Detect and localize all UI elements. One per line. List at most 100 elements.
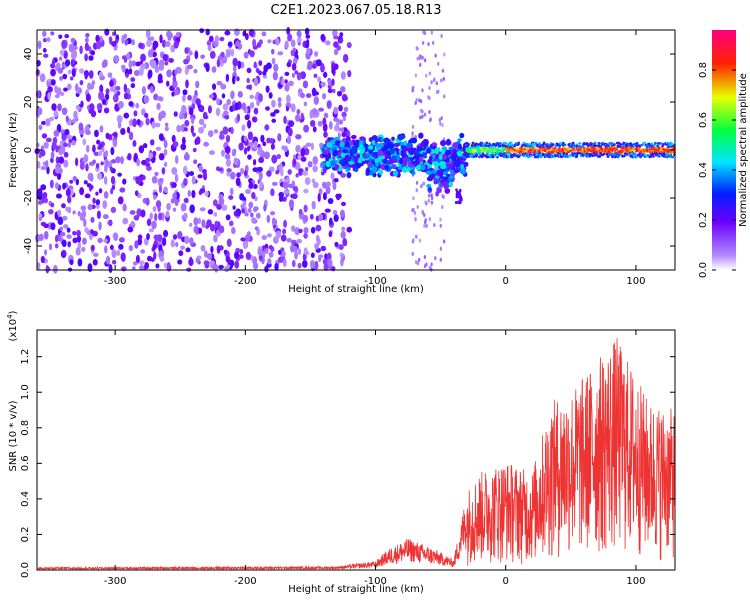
spectrogram-cell — [396, 168, 403, 173]
spectrogram-cell — [173, 111, 178, 117]
spectrogram-cell — [92, 259, 98, 266]
spectrogram-cell — [57, 216, 64, 226]
spectrogram-cell — [146, 233, 150, 241]
spectrogram-cell — [280, 167, 284, 177]
spectrogram-cell — [439, 121, 442, 126]
spectrogram-cell — [59, 76, 64, 81]
spectrogram-cell — [98, 143, 103, 150]
spectrogram-cell — [244, 212, 249, 217]
spectrogram-cell — [161, 39, 167, 48]
spectrogram-cell — [559, 141, 562, 145]
spectrogram-cell — [433, 178, 438, 184]
spectrogram-cell — [293, 245, 298, 252]
spectrogram-cell — [161, 167, 166, 175]
spectrogram-cell — [146, 165, 152, 171]
spectrogram-cell — [93, 151, 100, 156]
spectrogram-cell — [470, 144, 474, 147]
spectrogram-cell — [72, 210, 76, 215]
spectrogram-cell — [245, 188, 252, 195]
spectrogram-cell — [195, 136, 201, 145]
spectrogram-cell — [241, 102, 247, 111]
spectrogram-cell — [258, 171, 263, 181]
spectrogram-cell — [39, 149, 46, 157]
spectrogram-cell — [296, 238, 302, 244]
spectrogram-cell — [334, 241, 339, 247]
spectrogram-cell — [261, 251, 266, 259]
spectrogram-cell — [110, 175, 116, 185]
spectrogram-cell — [414, 260, 418, 265]
spectrogram-cell — [533, 147, 537, 150]
spectrogram-cell — [184, 47, 189, 55]
spectrogram-cell — [42, 192, 48, 199]
spectrogram-cell — [386, 143, 394, 149]
spectrogram-cell — [288, 199, 295, 209]
spectrogram-cell — [127, 226, 134, 233]
spectrogram-cell — [378, 169, 384, 175]
spectrogram-cell — [130, 83, 136, 89]
spectrogram-cells — [34, 26, 676, 274]
spectrogram-cell — [92, 197, 96, 204]
spectrogram-cell — [140, 63, 147, 70]
spectrogram-cell — [158, 133, 164, 141]
spectrogram-cell — [227, 41, 233, 47]
spectrogram-cell — [64, 33, 70, 39]
spectrogram-cell — [74, 157, 79, 167]
spectrogram-cell — [258, 70, 263, 76]
snr-y-multiplier-exp: 4 — [6, 314, 14, 319]
spectrogram-cell — [377, 150, 384, 157]
spectrogram-cell — [112, 95, 117, 101]
spectrogram-cell — [412, 238, 415, 243]
spectrogram-cell — [261, 31, 267, 37]
spectrogram-cell — [411, 131, 414, 136]
spectrogram-cell — [302, 80, 309, 89]
spectrogram-cell — [130, 220, 135, 227]
spectrogram-cell — [174, 68, 178, 76]
spectrogram-cell — [400, 145, 406, 150]
spectrogram-cell — [146, 39, 152, 48]
spectrogram-cell — [82, 138, 87, 146]
spectrogram-cell — [402, 157, 409, 162]
spectrogram-cell — [281, 196, 287, 202]
spectrogram-cell — [133, 214, 140, 221]
spectrogram-cell — [121, 64, 126, 73]
spectrogram-cell — [95, 191, 99, 196]
spectrogram-cell — [496, 155, 499, 159]
spectrogram-cell — [529, 150, 532, 154]
spectrogram-cell — [304, 177, 311, 185]
spectrogram-cell — [428, 217, 432, 222]
spectrogram-cell — [542, 142, 546, 145]
spectrogram-cell — [383, 137, 390, 144]
spectrogram-cell — [40, 184, 47, 191]
spectrogram-cell — [522, 141, 526, 145]
spectrogram-cell — [98, 221, 102, 231]
spectrogram-cell — [302, 259, 308, 268]
spectrogram-cell — [96, 139, 101, 145]
spectrogram-y-tick-label: -40 — [23, 238, 34, 254]
spectrogram-cell — [615, 141, 619, 145]
spectrogram-cell — [283, 115, 287, 125]
spectrogram-cell — [62, 250, 67, 258]
spectrogram-cell — [329, 217, 333, 226]
spectrogram-cell — [220, 51, 225, 58]
spectrogram-cell — [292, 57, 298, 65]
spectrogram-cell — [569, 154, 572, 158]
spectrogram-cell — [200, 244, 206, 252]
spectrogram-cell — [278, 249, 282, 255]
spectrogram-cell — [415, 46, 418, 51]
spectrogram-cell — [510, 155, 514, 159]
spectrogram-cell — [196, 255, 202, 260]
spectrogram-cell — [248, 201, 254, 209]
spectrogram-cell — [62, 182, 66, 190]
spectrogram-cell — [181, 136, 186, 145]
spectrogram-cell — [182, 94, 186, 103]
spectrogram-cell — [135, 176, 141, 185]
spectrogram-cell — [342, 149, 348, 154]
spectrogram-cell — [392, 170, 399, 177]
spectrogram-cell — [305, 34, 311, 39]
spectrogram-cell — [350, 147, 357, 154]
spectrogram-cell — [95, 199, 101, 206]
spectrogram-cell — [55, 156, 60, 164]
spectrogram-cell — [98, 188, 103, 194]
spectrogram-cell — [88, 55, 94, 61]
spectrogram-cell — [339, 252, 344, 258]
